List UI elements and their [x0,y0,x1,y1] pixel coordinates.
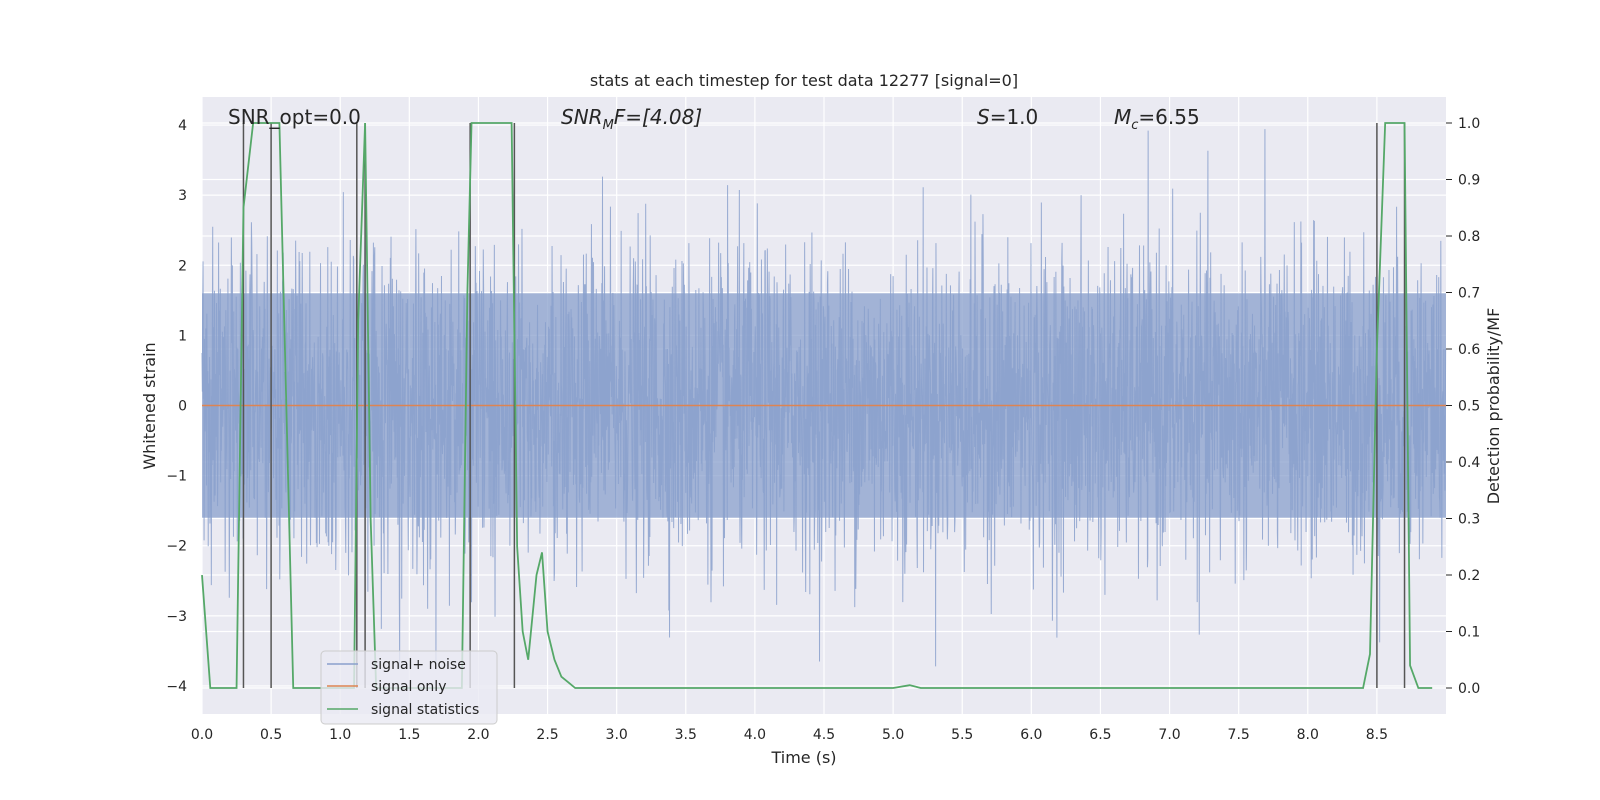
noise-trace [201,129,1447,670]
legend: signal+ noise signal only signal statist… [320,650,498,725]
legend-label-signal: signal only [371,679,446,695]
annotation-s: S=1.0 [977,105,1038,129]
x-tick-label: 1.5 [398,727,420,743]
annotation-snr-mf-sub: M [603,118,614,133]
y-tick-label-right: 0.3 [1458,512,1480,528]
annotation-mc-rest: =6.55 [1138,105,1199,129]
x-tick-label: 5.0 [882,727,904,743]
y-tick-label-right: 0.1 [1458,625,1480,641]
x-tick-label: 8.5 [1366,727,1388,743]
y-axis-label-right: Detection probability/MF [1484,308,1503,505]
y-tick-label-right: 0.7 [1458,285,1480,301]
y-tick-label-right: 0.6 [1458,342,1480,358]
annotation-snr-mf: SNRMF=[4.08] [561,105,702,133]
y-tick-label-right: 0.5 [1458,399,1480,415]
x-tick-label: 6.5 [1089,727,1111,743]
annotation-snr-mf-main: SNR [561,105,603,129]
y-tick-label-left: −2 [166,539,187,555]
x-tick-label: 4.5 [813,727,835,743]
y-tick-label-left: −3 [166,609,187,625]
legend-box [320,650,498,725]
x-tick-label: 0.0 [191,727,213,743]
x-axis-label: Time (s) [770,748,836,767]
x-tick-label: 6.0 [1020,727,1042,743]
annotation-mc-main: M [1114,105,1131,129]
y-tick-label-left: 1 [178,328,187,344]
y-tick-label-left: 0 [178,399,187,415]
x-tick-label: 2.5 [536,727,558,743]
x-tick-label: 7.5 [1228,727,1250,743]
tick-layer: 0.0 0.5 1.0 1.5 2.0 2.5 3.0 3.5 4.0 4.5 5.0 5.5 6.0 6… [166,116,1480,743]
y-tick-label-left: 3 [178,188,187,204]
annotation-s-main: S [977,105,990,129]
y-tick-label-right: 1.0 [1458,116,1480,132]
signal-statistics-line [201,122,1433,689]
x-tick-label: 0.5 [260,727,282,743]
y-tick-label-right: 0.4 [1458,455,1480,471]
annotation-snr-opt: SNR_opt=0.0 [228,105,361,129]
chart-title: stats at each timestep for test data 122… [590,71,1018,90]
y-tick-label-left: −4 [166,679,187,695]
y-tick-label-right: 0.2 [1458,568,1480,584]
x-tick-label: 8.0 [1297,727,1319,743]
signal-statistics-series-layer [201,122,1433,689]
x-tick-label: 3.0 [606,727,628,743]
y-tick-label-left: 4 [178,118,187,134]
y-axis-label-left: Whitened strain [140,342,159,469]
annotation-mc: Mc=6.55 [1114,105,1200,133]
annotation-mc-sub: c [1131,118,1138,133]
x-tick-label: 1.0 [329,727,351,743]
annotation-snr-mf-rest: F=[4.08] [614,105,702,129]
x-tick-label: 2.0 [467,727,489,743]
annotation-s-rest: =1.0 [990,105,1039,129]
x-tick-label: 7.0 [1158,727,1180,743]
x-tick-label: 5.5 [951,727,973,743]
y-tick-label-right: 0.0 [1458,681,1480,697]
y-tick-label-left: 2 [178,258,187,274]
legend-label-noise: signal+ noise [371,657,466,673]
y-tick-label-left: −1 [166,469,187,485]
legend-label-statistics: signal statistics [371,702,479,718]
y-tick-label-right: 0.9 [1458,172,1480,188]
vertical-marker-layer [242,122,1406,689]
x-tick-label: 4.0 [744,727,766,743]
x-tick-label: 3.5 [675,727,697,743]
y-tick-label-right: 0.8 [1458,229,1480,245]
